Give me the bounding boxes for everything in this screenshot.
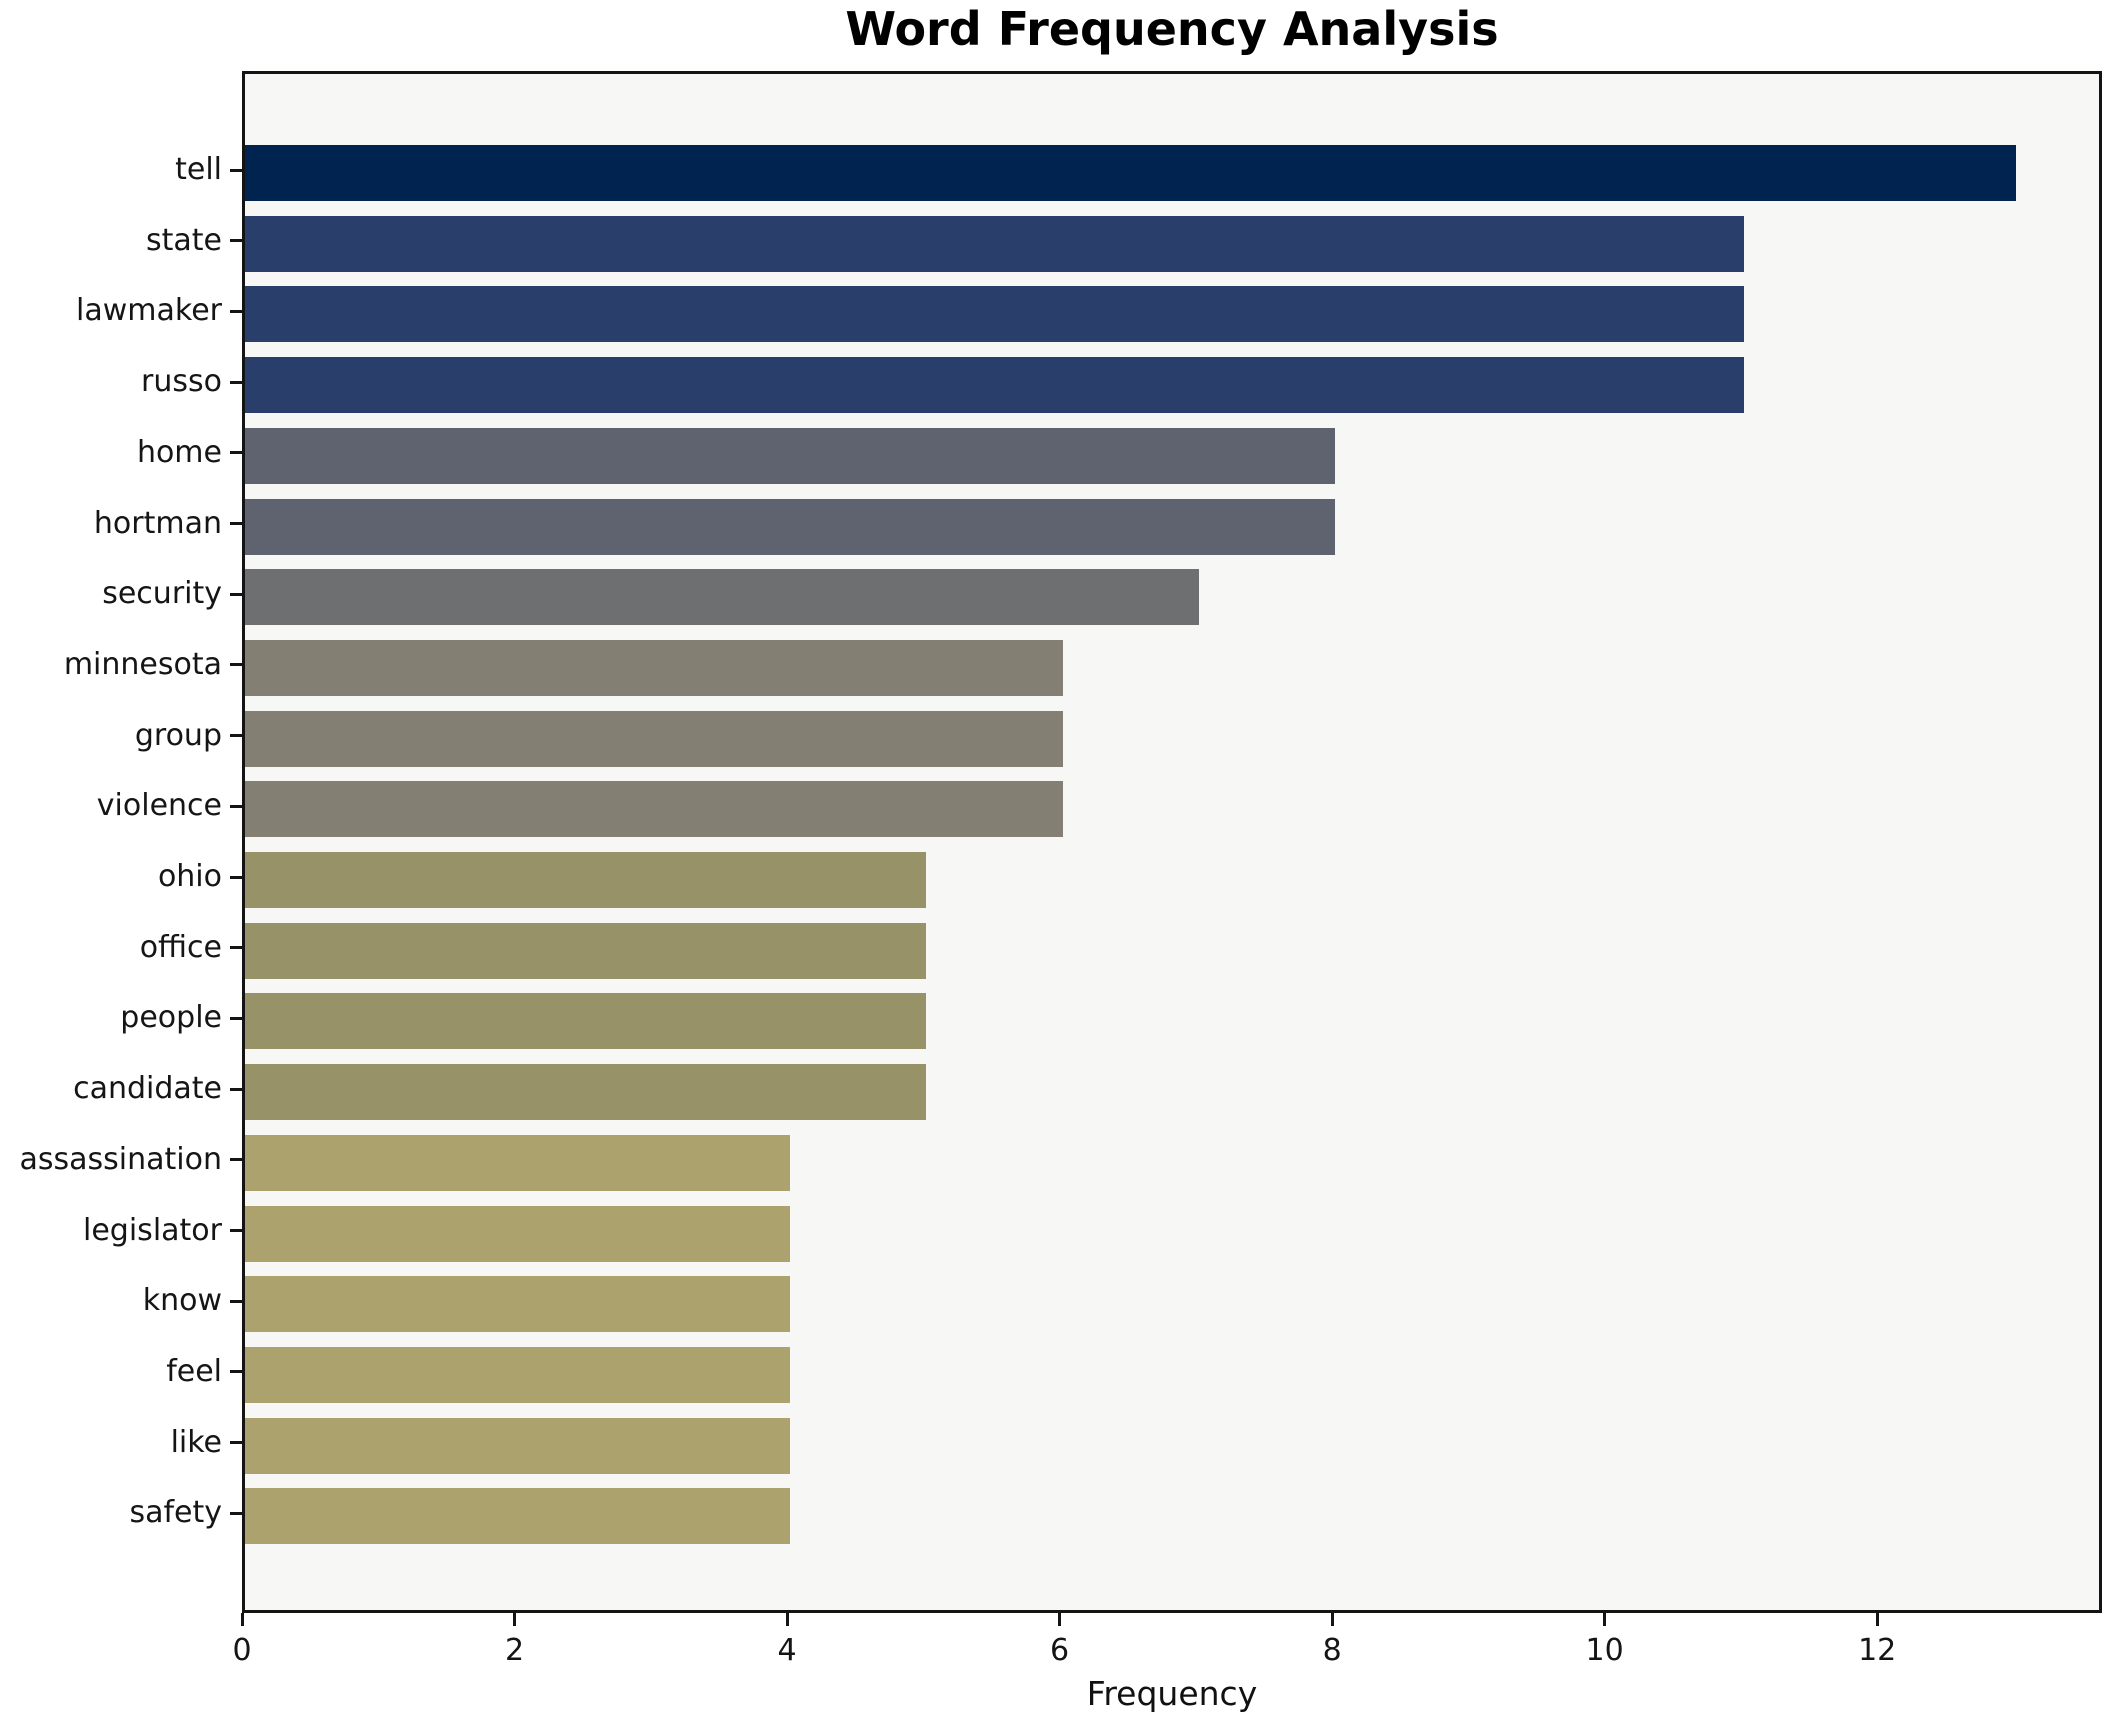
- y-tick-label: like: [170, 1424, 222, 1460]
- y-tick-mark: [230, 1299, 242, 1303]
- y-tick-label: security: [102, 576, 222, 612]
- y-tick-mark: [230, 946, 242, 950]
- x-tick-mark: [240, 1613, 244, 1626]
- bar: [245, 710, 1063, 767]
- bar: [245, 639, 1063, 696]
- x-tick-mark: [1330, 1613, 1334, 1626]
- y-tick-mark: [230, 1511, 242, 1515]
- x-tick-label: 2: [504, 1633, 525, 1668]
- y-tick-label: violence: [96, 788, 222, 824]
- y-tick-mark: [230, 1087, 242, 1091]
- bar: [245, 1417, 791, 1474]
- bar: [245, 498, 1336, 555]
- x-tick-label: 4: [777, 1633, 797, 1668]
- y-tick-mark: [230, 804, 242, 808]
- y-tick-label: home: [136, 434, 222, 470]
- y-tick-mark: [230, 663, 242, 667]
- y-tick-mark: [230, 875, 242, 879]
- bar: [245, 357, 1744, 414]
- bar: [245, 286, 1744, 343]
- bar: [245, 1488, 791, 1545]
- y-tick-label: know: [142, 1283, 222, 1319]
- y-tick-label: minnesota: [63, 646, 222, 682]
- y-tick-mark: [230, 1229, 242, 1232]
- x-tick-mark: [785, 1613, 789, 1626]
- bar: [245, 1205, 791, 1262]
- y-tick-mark: [230, 522, 242, 525]
- y-tick-label: feel: [166, 1353, 222, 1389]
- x-tick-mark: [1875, 1613, 1879, 1626]
- x-tick-label: 0: [232, 1633, 252, 1668]
- y-tick-mark: [230, 309, 242, 313]
- x-tick-mark: [1603, 1613, 1607, 1626]
- y-tick-mark: [230, 1158, 242, 1162]
- y-tick-mark: [230, 168, 242, 172]
- x-tick-mark: [513, 1613, 517, 1626]
- y-tick-label: candidate: [73, 1071, 222, 1107]
- x-tick-label: 10: [1585, 1633, 1624, 1668]
- bar: [245, 569, 1199, 626]
- y-tick-label: group: [134, 717, 222, 753]
- bar: [245, 1134, 791, 1191]
- bar: [245, 852, 927, 908]
- y-tick-mark: [230, 1370, 242, 1374]
- bar: [245, 1064, 927, 1121]
- y-tick-label: safety: [129, 1495, 222, 1531]
- y-tick-mark: [230, 380, 242, 384]
- y-tick-label: russo: [141, 364, 222, 400]
- y-tick-label: hortman: [93, 505, 222, 541]
- y-tick-mark: [230, 1016, 242, 1020]
- x-tick-label: 8: [1322, 1633, 1342, 1668]
- y-tick-label: ohio: [157, 859, 222, 894]
- x-tick-label: 6: [1050, 1633, 1070, 1668]
- y-tick-mark: [230, 592, 242, 596]
- bar: [245, 1276, 791, 1333]
- bar: [245, 1346, 791, 1403]
- bar: [245, 145, 2017, 201]
- bar: [245, 922, 927, 979]
- bar: [245, 781, 1063, 838]
- y-tick-mark: [230, 734, 242, 738]
- x-tick-mark: [1058, 1613, 1062, 1626]
- y-tick-mark: [230, 239, 242, 243]
- y-tick-label: office: [139, 929, 222, 965]
- bar: [245, 427, 1336, 484]
- y-tick-label: tell: [175, 152, 222, 187]
- bar: [245, 215, 1744, 272]
- y-tick-mark: [230, 451, 242, 455]
- x-axis-label: Frequency: [1086, 1674, 1258, 1713]
- y-tick-label: people: [120, 1000, 222, 1036]
- bar: [245, 993, 927, 1050]
- y-tick-mark: [230, 1441, 242, 1445]
- y-tick-label: lawmaker: [76, 293, 222, 329]
- y-tick-label: legislator: [83, 1212, 222, 1248]
- y-tick-label: assassination: [19, 1141, 223, 1177]
- y-tick-label: state: [146, 222, 222, 258]
- x-tick-label: 12: [1858, 1633, 1897, 1668]
- chart-title: Word Frequency Analysis: [845, 2, 1499, 56]
- plot-area: [242, 71, 2102, 1613]
